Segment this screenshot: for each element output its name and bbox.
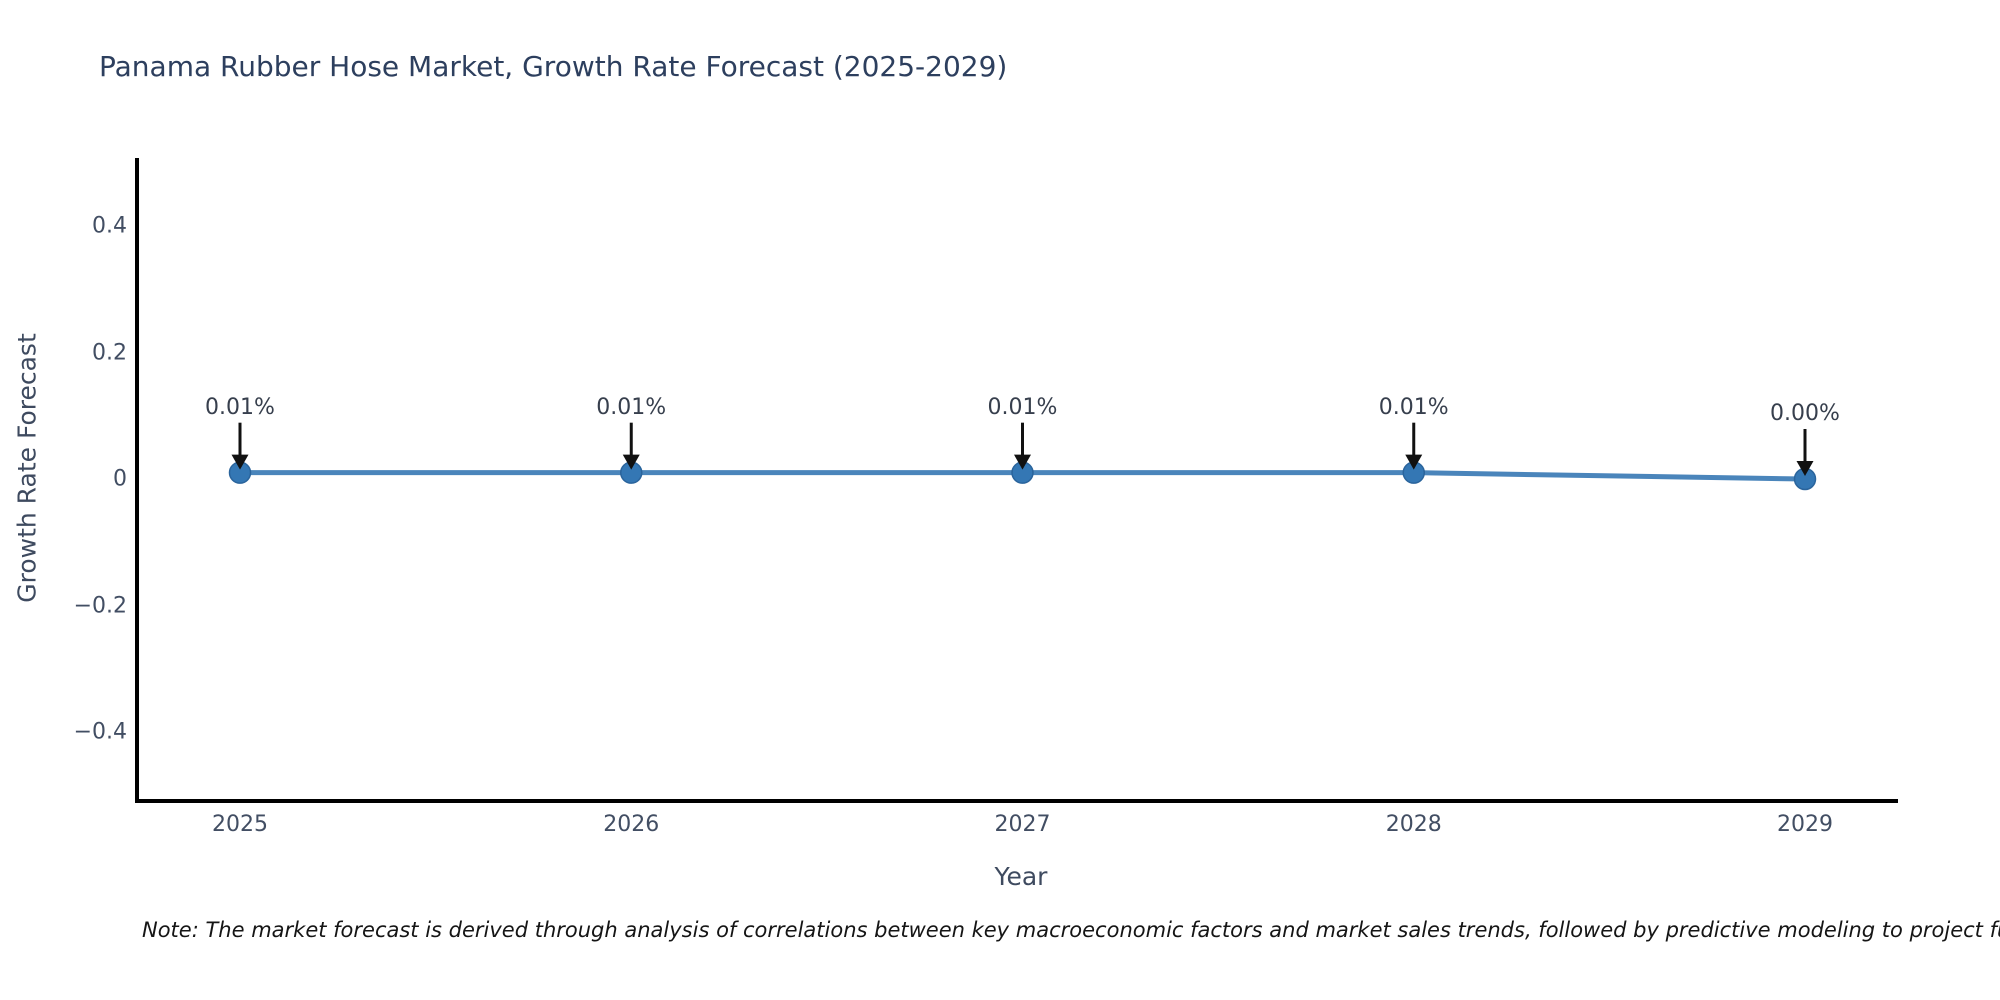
- annotation-label: 0.01%: [596, 394, 667, 420]
- footnote-container: Note: The market forecast is derived thr…: [142, 918, 2000, 942]
- footnote: Note: The market forecast is derived thr…: [142, 918, 2000, 942]
- annotation-label: 0.00%: [1770, 401, 1840, 426]
- y-tick-label: 0: [113, 466, 127, 492]
- y-tick-label: −0.4: [73, 719, 127, 745]
- chart-title: Panama Rubber Hose Market, Growth Rate F…: [99, 50, 1008, 83]
- annotation-arrowhead-icon: [1796, 461, 1814, 476]
- annotation-label: 0.01%: [987, 394, 1058, 420]
- y-tick-label: 0.4: [92, 213, 127, 239]
- annotation-label: 0.01%: [205, 394, 275, 420]
- annotation-label: 0.01%: [1378, 394, 1449, 420]
- annotation-arrowhead-icon: [1014, 454, 1031, 470]
- x-tick-label: 2029: [1777, 812, 1833, 837]
- x-axis-label: Year: [994, 862, 1048, 891]
- annotation-arrowhead-icon: [1405, 454, 1423, 470]
- x-tick-label: 2026: [603, 812, 660, 837]
- annotation-arrowhead-icon: [231, 454, 249, 470]
- y-tick-label: −0.2: [73, 593, 127, 618]
- x-tick-label: 2028: [1385, 812, 1442, 837]
- y-tick-label: 0.2: [92, 340, 127, 365]
- x-tick-label: 2027: [994, 812, 1051, 837]
- annotation-arrowhead-icon: [622, 454, 640, 470]
- x-tick-label: 2025: [212, 812, 268, 837]
